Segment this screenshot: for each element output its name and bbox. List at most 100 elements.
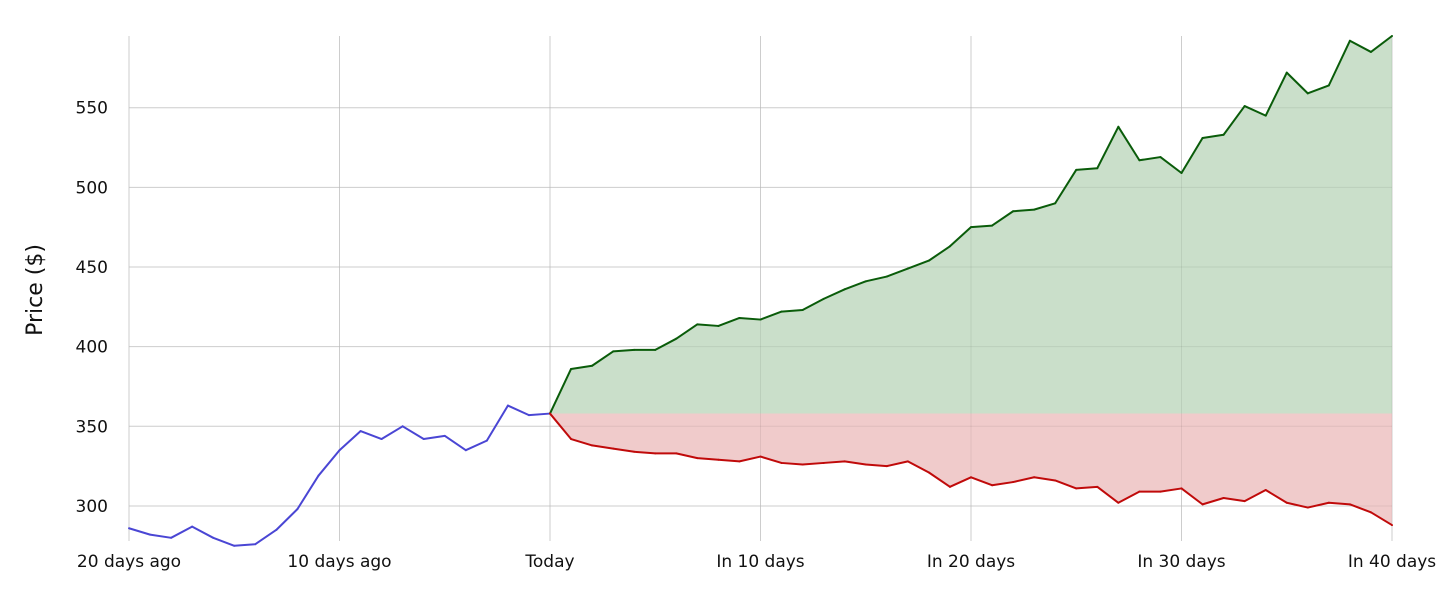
x-tick-label: In 30 days	[1137, 552, 1225, 572]
lower-data-point	[591, 444, 594, 447]
upper-data-point	[759, 318, 762, 321]
history-data-point	[317, 474, 320, 477]
upper-data-point	[991, 224, 994, 227]
y-tick-label: 450	[76, 258, 108, 278]
lower-data-point	[675, 452, 678, 455]
upper-data-point	[1012, 210, 1015, 213]
upper-data-point	[570, 367, 573, 370]
upper-area-fill	[550, 36, 1392, 414]
history-data-point	[527, 414, 530, 417]
upper-data-point	[1285, 71, 1288, 74]
lower-data-point	[1285, 501, 1288, 504]
history-data-point	[170, 536, 173, 539]
upper-data-point	[1327, 84, 1330, 87]
upper-data-point	[612, 350, 615, 353]
lower-data-point	[780, 461, 783, 464]
lower-data-point	[654, 452, 657, 455]
lower-data-point	[549, 412, 551, 415]
upper-data-point	[1201, 136, 1204, 139]
x-tick-label: In 20 days	[927, 552, 1015, 572]
lower-data-point	[843, 460, 846, 463]
upper-data-point	[654, 348, 657, 351]
upper-data-point	[885, 275, 888, 278]
x-tick-label: Today	[524, 552, 574, 572]
history-data-point	[443, 434, 446, 437]
lower-data-point	[1327, 501, 1330, 504]
y-tick-label: 550	[76, 99, 108, 119]
lower-data-point	[1138, 490, 1141, 493]
lower-data-point	[1033, 476, 1036, 479]
lower-data-point	[864, 463, 867, 466]
history-data-point	[401, 425, 404, 428]
upper-data-point	[906, 267, 909, 270]
lower-data-point	[1159, 490, 1162, 493]
history-data-point	[233, 544, 236, 547]
history-data-point	[485, 439, 488, 442]
upper-data-point	[801, 309, 804, 312]
history-data-point	[359, 430, 362, 433]
upper-data-point	[633, 348, 636, 351]
x-tick-label: 20 days ago	[77, 552, 181, 572]
x-axis-tick-labels: 20 days ago 10 days ago Today In 10 days In …	[77, 552, 1436, 572]
lower-data-point	[1243, 500, 1246, 503]
x-tick-label: In 40 days	[1348, 552, 1436, 572]
lower-data-point	[801, 463, 804, 466]
lower-data-point	[696, 457, 699, 460]
lower-data-point	[948, 485, 951, 488]
lower-data-point	[822, 461, 825, 464]
upper-data-point	[1348, 39, 1351, 42]
history-data-point	[128, 527, 130, 530]
lower-data-point	[759, 455, 762, 458]
y-tick-label: 350	[76, 417, 108, 437]
upper-data-point	[1391, 35, 1393, 37]
lower-data-point	[1054, 479, 1057, 482]
history-data-point	[275, 528, 278, 531]
lower-data-point	[1117, 501, 1120, 504]
upper-data-point	[1096, 167, 1099, 170]
lower-data-point	[1306, 506, 1309, 509]
lower-data-point	[717, 458, 720, 461]
upper-data-point	[864, 280, 867, 283]
upper-data-point	[843, 288, 846, 291]
history-data-point	[380, 438, 383, 441]
lower-data-point	[1222, 496, 1225, 499]
upper-data-point	[1222, 133, 1225, 136]
history-data-point	[296, 508, 299, 511]
x-tick-label: In 10 days	[716, 552, 804, 572]
upper-data-point	[1138, 159, 1141, 162]
upper-data-point	[1159, 156, 1162, 159]
history-data-point	[254, 543, 257, 546]
lower-data-point	[633, 450, 636, 453]
history-data-point	[191, 525, 194, 528]
history-data-point	[422, 438, 425, 441]
y-tick-label: 500	[76, 178, 108, 198]
history-data-point	[506, 404, 509, 407]
upper-data-point	[717, 324, 720, 327]
upper-data-point	[1054, 202, 1057, 205]
upper-data-point	[970, 226, 972, 229]
upper-data-point	[1306, 92, 1309, 95]
upper-data-point	[1369, 50, 1372, 53]
lower-data-point	[570, 438, 573, 441]
upper-data-point	[738, 316, 741, 319]
y-tick-label: 400	[76, 338, 108, 358]
lower-data-point	[1201, 503, 1204, 506]
upper-data-point	[675, 337, 678, 340]
upper-data-point	[927, 259, 930, 262]
upper-data-point	[591, 364, 594, 367]
lower-data-point	[738, 460, 741, 463]
upper-data-point	[1264, 114, 1267, 117]
upper-data-point	[1117, 125, 1120, 128]
y-tick-label: 300	[76, 497, 108, 517]
lower-data-point	[1348, 503, 1351, 506]
upper-data-point	[696, 323, 699, 326]
lower-data-point	[927, 471, 930, 474]
area-fills	[128, 36, 1393, 541]
lower-data-point	[1369, 511, 1372, 514]
lower-area-fill	[550, 413, 1392, 526]
history-data-point	[212, 536, 215, 539]
lower-data-point	[1012, 481, 1015, 484]
x-tick-label: 10 days ago	[287, 552, 391, 572]
lower-data-point	[1180, 487, 1183, 490]
